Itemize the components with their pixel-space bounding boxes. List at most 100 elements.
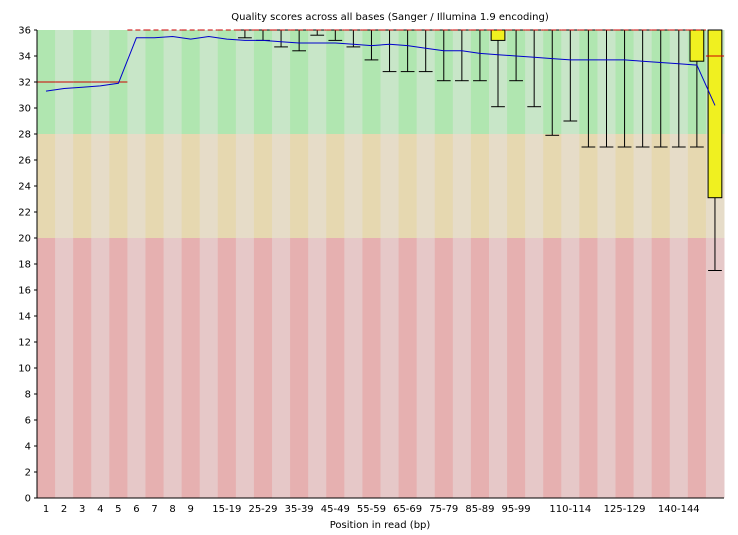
band-good-stripe (344, 30, 363, 134)
band-poor-stripe (452, 238, 472, 498)
band-good-stripe (290, 30, 309, 134)
band-poor-stripe (543, 238, 562, 498)
x-tick-label: 95-99 (502, 504, 531, 515)
band-reasonable-stripe (543, 134, 562, 238)
band-poor-stripe (253, 238, 273, 498)
chart-title: Quality scores across all bases (Sanger … (231, 12, 549, 23)
y-tick-label: 8 (25, 390, 31, 401)
band-good-stripe (272, 30, 291, 134)
y-tick-label: 24 (18, 182, 31, 193)
band-poor-stripe (669, 238, 689, 498)
band-good-stripe (163, 30, 183, 134)
band-poor-stripe (507, 238, 526, 498)
band-reasonable-stripe (470, 134, 490, 238)
median-marks (37, 29, 724, 83)
band-good-stripe (398, 30, 418, 134)
quality-bands (37, 30, 725, 498)
x-tick-label: 9 (187, 504, 193, 515)
x-tick-label: 85-89 (465, 504, 494, 515)
band-reasonable-stripe (344, 134, 363, 238)
x-tick-label: 5 (115, 504, 121, 515)
band-poor-stripe (37, 238, 56, 498)
band-reasonable-stripe (163, 134, 183, 238)
band-poor-stripe (470, 238, 490, 498)
band-good-stripe (380, 30, 400, 134)
band-reasonable-stripe (633, 134, 653, 238)
band-good-stripe (181, 30, 201, 134)
y-tick-label: 34 (18, 52, 31, 63)
band-reasonable-stripe (380, 134, 400, 238)
band-poor-stripe (199, 238, 219, 498)
x-tick-label: 3 (79, 504, 85, 515)
x-axis-label: Position in read (bp) (330, 520, 431, 531)
x-tick-label: 2 (61, 504, 67, 515)
x-tick-label: 110-114 (549, 504, 591, 515)
band-reasonable-stripe (73, 134, 92, 238)
band-reasonable-stripe (109, 134, 128, 238)
band-poor-stripe (235, 238, 255, 498)
band-good-stripe (127, 30, 146, 134)
band-reasonable-stripe (55, 134, 74, 238)
band-good-stripe (308, 30, 327, 134)
y-tick-label: 0 (25, 494, 31, 505)
band-poor-stripe (109, 238, 128, 498)
band-poor-stripe (597, 238, 617, 498)
band-reasonable-stripe (145, 134, 165, 238)
band-poor-stripe (308, 238, 327, 498)
y-tick-label: 18 (18, 260, 31, 271)
y-tick-label: 2 (25, 468, 31, 479)
band-poor-stripe (217, 238, 237, 498)
band-poor-stripe (561, 238, 580, 498)
band-good-stripe (416, 30, 436, 134)
x-tick-label: 140-144 (658, 504, 700, 515)
band-good-stripe (199, 30, 219, 134)
band-reasonable-stripe (507, 134, 526, 238)
band-reasonable-stripe (362, 134, 381, 238)
band-reasonable-stripe (181, 134, 201, 238)
x-tick-label: 4 (97, 504, 103, 515)
band-poor-stripe (398, 238, 418, 498)
iqr-box (490, 29, 506, 41)
band-poor-stripe (73, 238, 92, 498)
band-reasonable-stripe (199, 134, 219, 238)
band-reasonable-stripe (669, 134, 689, 238)
x-tick-label: 15-19 (212, 504, 241, 515)
band-reasonable-stripe (561, 134, 580, 238)
band-reasonable-stripe (452, 134, 472, 238)
x-tick-label: 8 (169, 504, 175, 515)
x-tick-label: 35-39 (285, 504, 314, 515)
y-tick-label: 10 (18, 364, 31, 375)
band-poor-stripe (272, 238, 291, 498)
band-poor-stripe (163, 238, 183, 498)
band-poor-stripe (344, 238, 363, 498)
band-poor-stripe (416, 238, 436, 498)
band-poor-stripe (488, 238, 508, 498)
band-poor-stripe (127, 238, 146, 498)
band-poor-stripe (290, 238, 309, 498)
band-reasonable-stripe (217, 134, 237, 238)
band-reasonable-stripe (488, 134, 508, 238)
y-tick-label: 6 (25, 416, 31, 427)
band-reasonable-stripe (326, 134, 345, 238)
band-reasonable-stripe (398, 134, 418, 238)
band-poor-stripe (181, 238, 201, 498)
band-poor-stripe (380, 238, 400, 498)
band-poor-stripe (362, 238, 381, 498)
x-tick-label: 7 (151, 504, 157, 515)
x-tick-label: 1 (43, 504, 49, 515)
band-reasonable-stripe (615, 134, 635, 238)
x-tick-label: 55-59 (357, 504, 386, 515)
band-poor-stripe (91, 238, 110, 498)
band-good-stripe (253, 30, 273, 134)
mean-line (45, 35, 716, 106)
band-poor-stripe (687, 238, 707, 498)
x-ticks: 1 2 3 4 5 6 7 8 9 15-19 25-29 35-39 45-49 55-59 65-69 7… (43, 504, 700, 515)
band-good-stripe (434, 30, 454, 134)
x-tick-label: 65-69 (393, 504, 422, 515)
boxes (490, 29, 723, 199)
band-reasonable-stripe (687, 134, 707, 238)
band-good-stripe (470, 30, 490, 134)
band-reasonable-stripe (272, 134, 291, 238)
